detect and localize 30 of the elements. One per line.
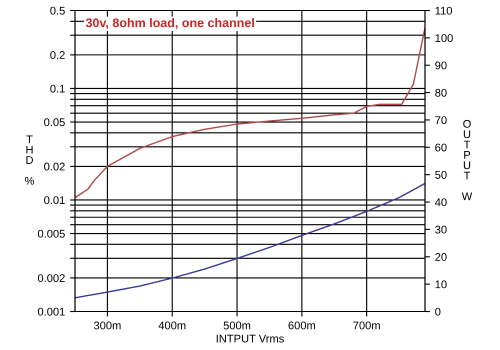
- x-tick-label: 600m: [288, 322, 316, 330]
- y2-axis-title: OUTPUT W: [462, 120, 472, 200]
- y2-tick-label: 60: [435, 144, 447, 152]
- x-axis-title: INTPUT Vrms: [216, 334, 284, 343]
- y-tick-label: 0.002: [38, 274, 65, 282]
- y-tick-label: 0.005: [38, 230, 65, 238]
- y-axis-title: THD %: [24, 136, 34, 185]
- x-tick-label: 500m: [224, 322, 250, 330]
- text: 30v, 8ohm load, one channel: [86, 18, 254, 30]
- y-tick-label: 0.5: [50, 6, 65, 15]
- x-tick-label: 400m: [158, 322, 186, 330]
- y-tick-label: 0.001: [38, 308, 65, 316]
- x-tick-label: 300m: [94, 322, 121, 330]
- y2-tick-label: 10: [436, 280, 447, 288]
- y2-tick-label: 100: [436, 34, 453, 42]
- y2-tick-label: 70: [435, 116, 447, 124]
- y-tick-label: 0.2: [50, 51, 65, 60]
- y2-tick-label: 20: [435, 253, 447, 261]
- y2-tick-label: 30: [435, 226, 447, 234]
- y2-tick-label: 90: [435, 61, 447, 70]
- y-tick-label: 0.05: [44, 118, 65, 126]
- x-tick-label: 700m: [353, 322, 380, 330]
- y-tick-label: 0.01: [44, 196, 65, 204]
- y-tick-label: 0.02: [44, 162, 65, 171]
- y-tick-label: 0.1: [50, 84, 65, 93]
- y2-tick-label: 0: [435, 308, 440, 316]
- y2-tick-label: 110: [436, 6, 452, 15]
- y2-tick-label: 40: [434, 198, 447, 206]
- y2-tick-label: 80: [435, 88, 447, 97]
- y2-tick-label: 50: [435, 170, 447, 179]
